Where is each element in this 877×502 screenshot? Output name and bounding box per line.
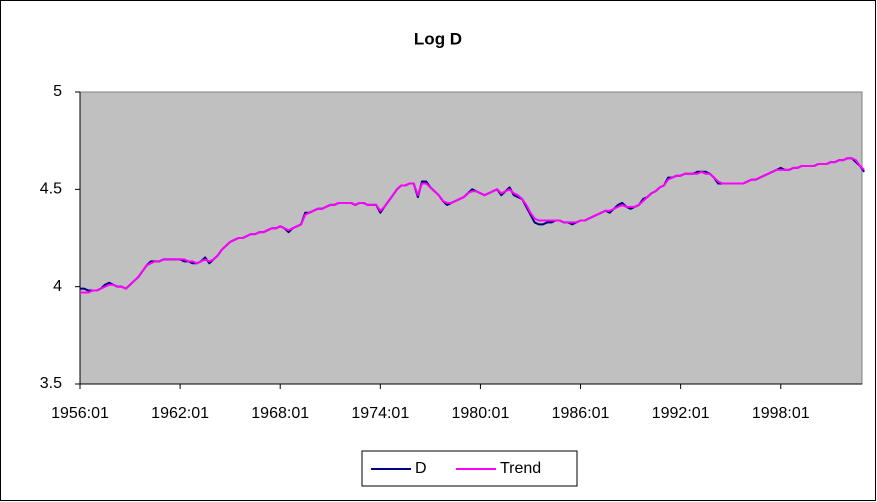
line-series bbox=[80, 157, 865, 294]
chart-title: Log D bbox=[414, 29, 462, 48]
y-tick-label: 3.5 bbox=[40, 375, 62, 392]
y-tick-label: 4.5 bbox=[40, 181, 62, 198]
x-tick-label: 1968:01 bbox=[251, 405, 309, 422]
x-tick-label: 1998:01 bbox=[752, 405, 810, 422]
y-tick-label: 5 bbox=[53, 83, 62, 100]
plot-area bbox=[79, 91, 863, 385]
x-tick-label: 1992:01 bbox=[652, 405, 710, 422]
x-tick-label: 1986:01 bbox=[552, 405, 610, 422]
x-tick-label: 1980:01 bbox=[452, 405, 510, 422]
x-tick-label: 1956:01 bbox=[51, 405, 109, 422]
x-tick-label: 1962:01 bbox=[151, 405, 209, 422]
legend-label: Trend bbox=[500, 460, 541, 477]
x-tick-label: 1974:01 bbox=[351, 405, 409, 422]
y-tick-label: 4 bbox=[53, 278, 62, 295]
legend-label: D bbox=[415, 460, 427, 477]
